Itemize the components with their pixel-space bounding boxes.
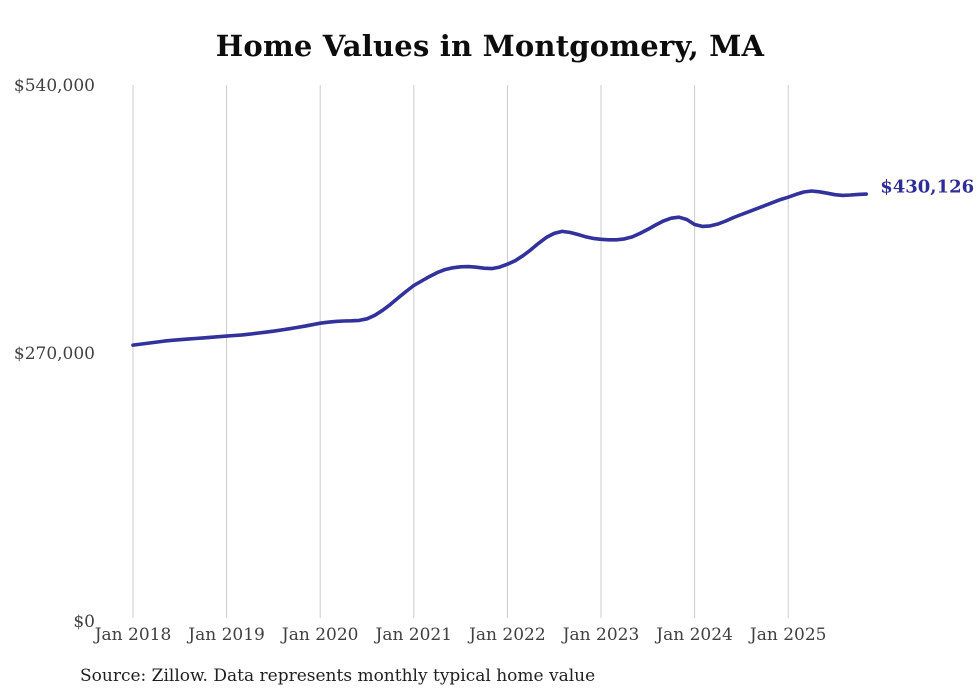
y-axis-tick-label: $540,000 bbox=[14, 76, 95, 96]
chart-title: Home Values in Montgomery, MA bbox=[215, 29, 765, 63]
x-axis-tick-label: Jan 2023 bbox=[561, 625, 640, 645]
y-axis-tick-label: $270,000 bbox=[14, 344, 95, 364]
x-axis-tick-label: Jan 2019 bbox=[186, 625, 265, 645]
x-axis-tick-label: Jan 2021 bbox=[374, 625, 453, 645]
x-axis-tick-label: Jan 2025 bbox=[748, 625, 827, 645]
latest-value-label: $430,126 bbox=[880, 176, 975, 198]
x-axis-tick-label: Jan 2024 bbox=[654, 625, 733, 645]
home-value-series-line bbox=[131, 189, 868, 347]
x-axis-tick-label: Jan 2022 bbox=[467, 625, 546, 645]
x-axis-tick-label: Jan 2020 bbox=[280, 625, 359, 645]
y-axis-tick-label: $0 bbox=[73, 612, 95, 632]
source-note: Source: Zillow. Data represents monthly … bbox=[80, 666, 596, 686]
x-axis-tick-label: Jan 2018 bbox=[93, 625, 172, 645]
